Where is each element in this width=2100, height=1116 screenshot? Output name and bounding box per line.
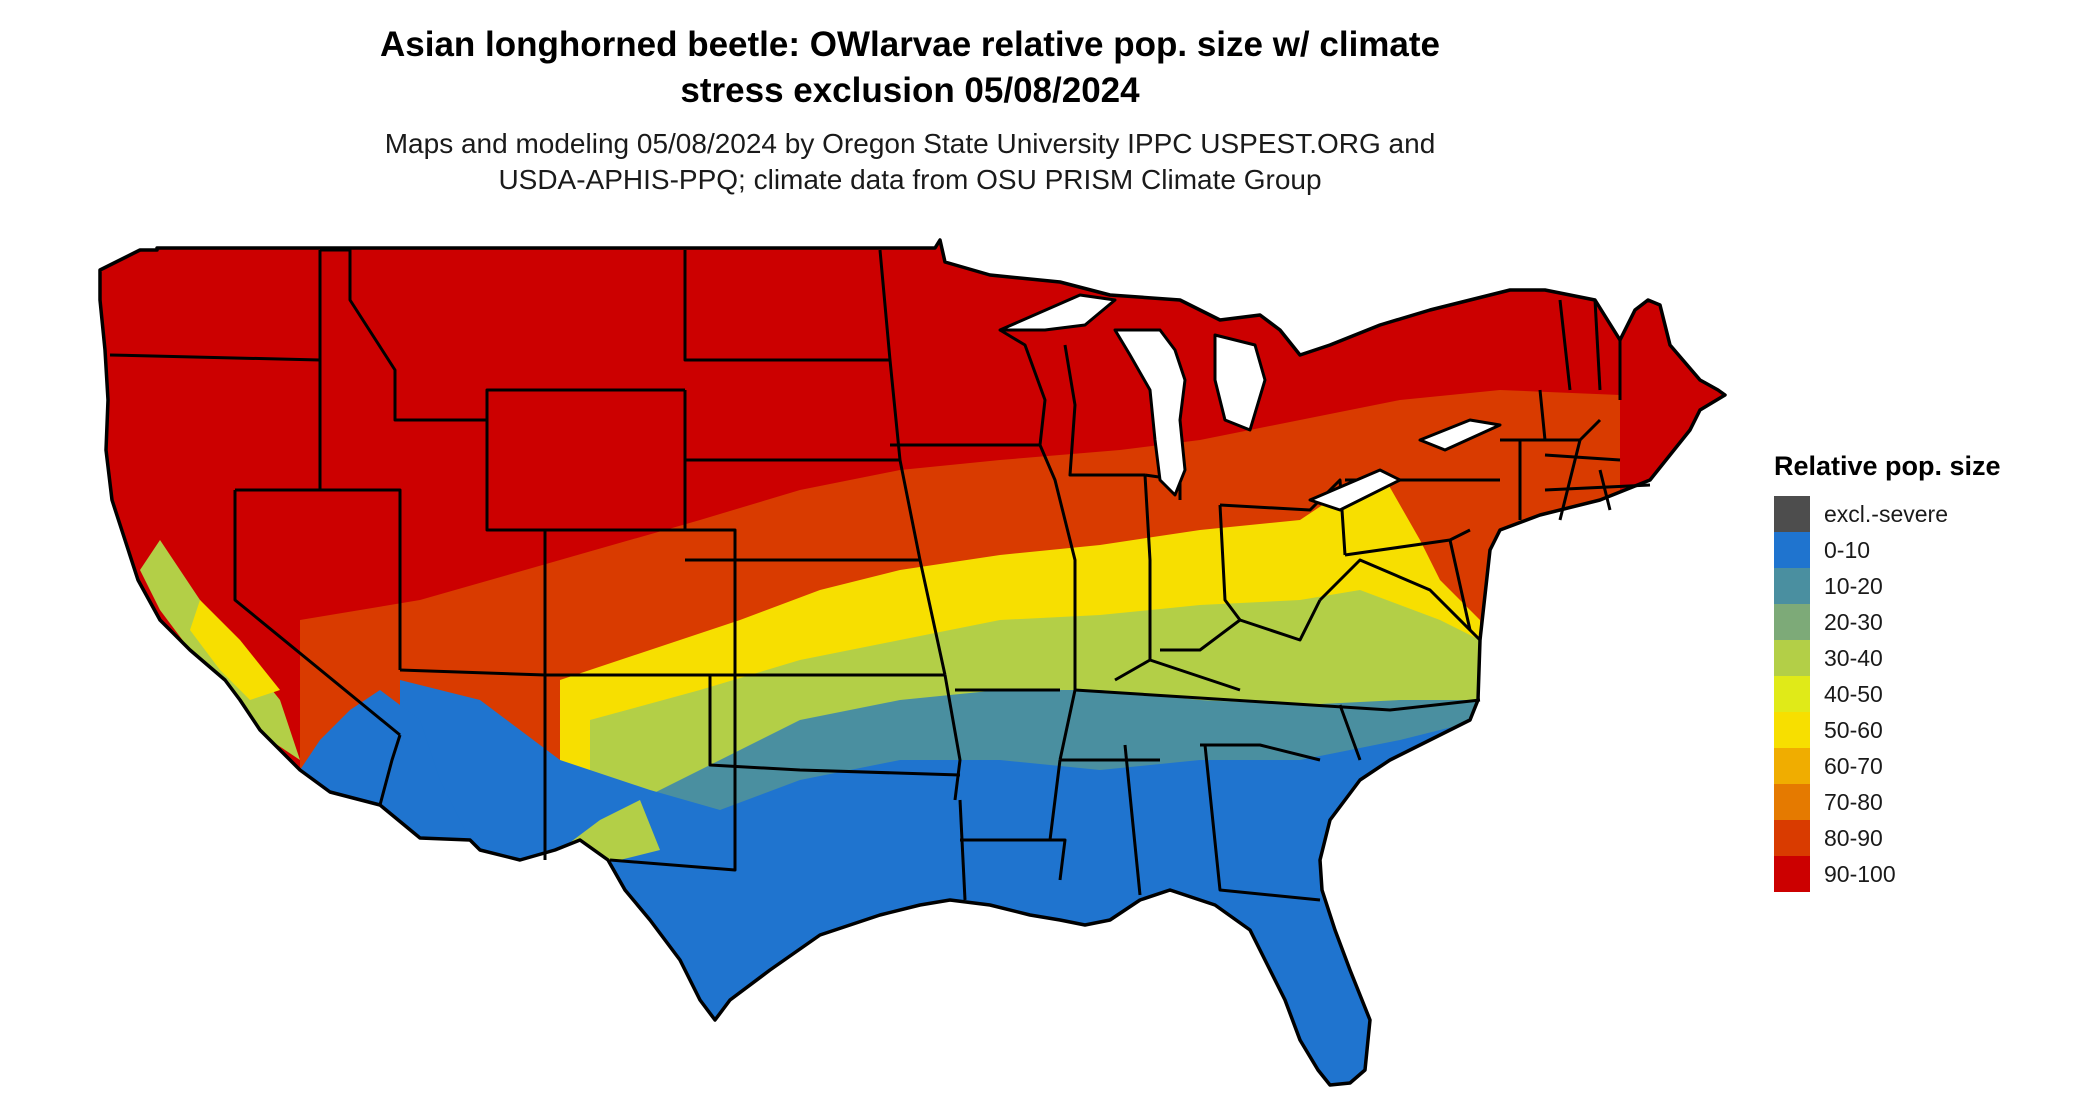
legend-item: 80-90: [1774, 820, 2074, 856]
legend-item: excl.-severe: [1774, 496, 2074, 532]
legend-swatch: [1774, 532, 1810, 568]
legend-swatch: [1774, 712, 1810, 748]
legend-items: excl.-severe 0-10 10-20 20-30 30-40 40-50 50-6…: [1774, 496, 2074, 892]
legend-label: 80-90: [1824, 824, 1883, 851]
legend-label: excl.-severe: [1824, 500, 1948, 527]
legend-item: 0-10: [1774, 532, 2074, 568]
us-outline: [98, 238, 1727, 1087]
legend-label: 90-100: [1824, 860, 1896, 887]
title-line-1: Asian longhorned beetle: OWlarvae relati…: [379, 25, 1440, 64]
legend-label: 20-30: [1824, 608, 1883, 635]
legend-label: 50-60: [1824, 716, 1883, 743]
legend-item: 60-70: [1774, 748, 2074, 784]
title-line-2: stress exclusion 05/08/2024: [680, 71, 1140, 110]
great-lakes: [998, 293, 1502, 512]
legend-swatch: [1774, 604, 1810, 640]
legend-item: 40-50: [1774, 676, 2074, 712]
legend-swatch: [1774, 496, 1810, 532]
legend-item: 10-20: [1774, 568, 2074, 604]
legend-swatch: [1774, 784, 1810, 820]
legend-label: 10-20: [1824, 572, 1883, 599]
legend-swatch: [1774, 568, 1810, 604]
legend-item: 50-60: [1774, 712, 2074, 748]
chart-subtitle: Maps and modeling 05/08/2024 by Oregon S…: [160, 126, 1660, 198]
legend-label: 70-80: [1824, 788, 1883, 815]
legend-swatch: [1774, 640, 1810, 676]
legend-label: 30-40: [1824, 644, 1883, 671]
legend-swatch: [1774, 676, 1810, 712]
legend-swatch: [1774, 856, 1810, 892]
legend-item: 20-30: [1774, 604, 2074, 640]
legend-label: 60-70: [1824, 752, 1883, 779]
legend-title: Relative pop. size: [1774, 451, 2001, 481]
legend-label: 0-10: [1824, 536, 1871, 563]
legend-swatch: [1774, 820, 1810, 856]
legend: Relative pop. size excl.-severe 0-10 10-20…: [1774, 448, 2074, 892]
legend-item: 70-80: [1774, 784, 2074, 820]
legend-item: 30-40: [1774, 640, 2074, 676]
legend-label: 40-50: [1824, 680, 1883, 707]
legend-item: 90-100: [1774, 856, 2074, 892]
chart-title: Asian longhorned beetle: OWlarvae relati…: [160, 22, 1660, 114]
subtitle-line-2: USDA-APHIS-PPQ; climate data from OSU PR…: [498, 164, 1322, 195]
legend-swatch: [1774, 748, 1810, 784]
subtitle-line-1: Maps and modeling 05/08/2024 by Oregon S…: [384, 128, 1436, 159]
